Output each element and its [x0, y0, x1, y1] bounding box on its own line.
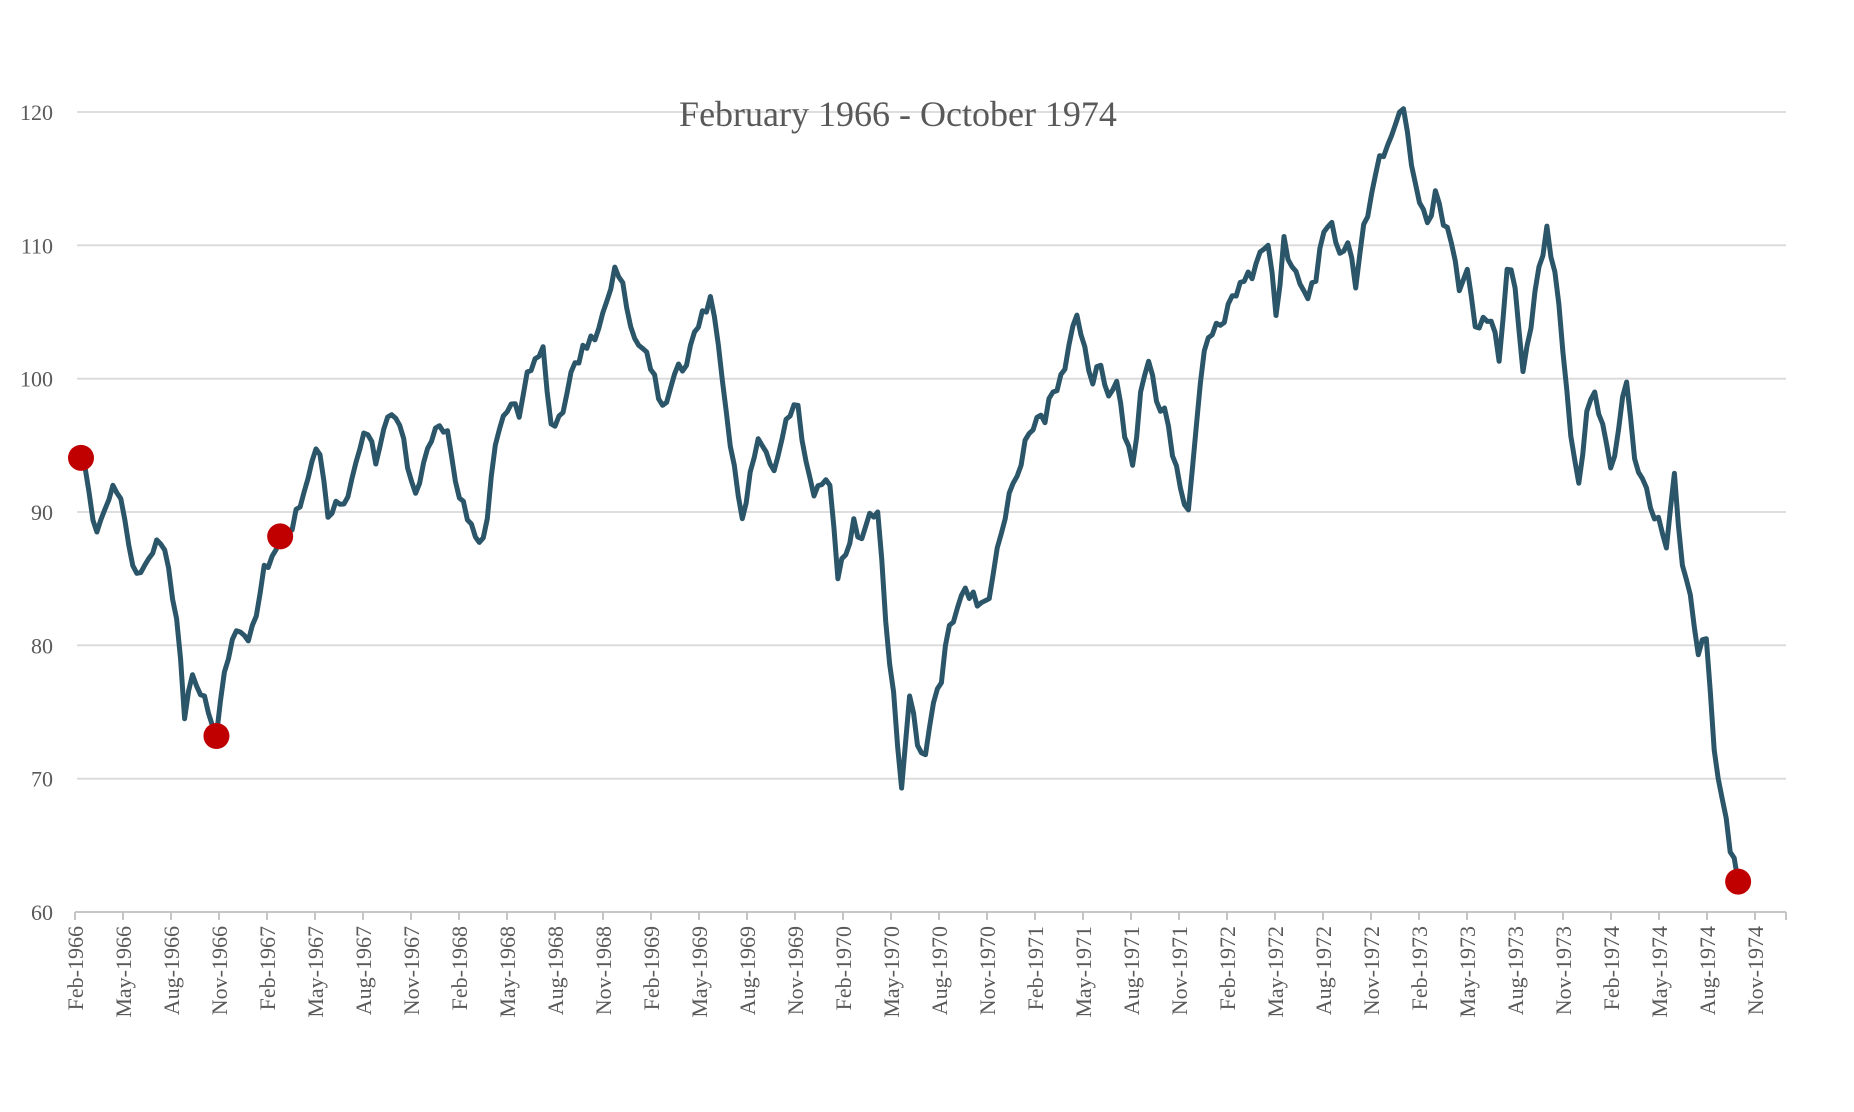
price-line: [78, 106, 1741, 885]
gridlines-group: [77, 111, 1786, 780]
y-tick-label-60: 60: [31, 900, 53, 925]
x-tick-label-Aug-1970: Aug-1970: [927, 926, 952, 1015]
x-tick-label-Aug-1968: Aug-1968: [543, 926, 568, 1015]
x-tick-label-May-1970: May-1970: [879, 926, 904, 1018]
x-tick-label-Feb-1974: Feb-1974: [1599, 926, 1624, 1010]
x-tick-label-Aug-1971: Aug-1971: [1119, 926, 1144, 1015]
x-tick-label-Feb-1968: Feb-1968: [447, 926, 472, 1010]
x-axis-group: [74, 911, 1787, 920]
y-axis-labels-group: 60 70 80 90 100 110 120: [20, 100, 53, 925]
x-tick-label-Feb-1970: Feb-1970: [831, 926, 856, 1010]
x-tick-label-Feb-1967: Feb-1967: [255, 926, 280, 1010]
marker-dot-3: [1725, 868, 1752, 895]
y-tick-label-80: 80: [31, 633, 53, 658]
x-tick-label-May-1967: May-1967: [303, 926, 328, 1018]
x-tick-label-Nov-1967: Nov-1967: [399, 926, 424, 1015]
x-tick-label-Feb-1969: Feb-1969: [639, 926, 664, 1010]
x-tick-label-Nov-1972: Nov-1972: [1359, 926, 1384, 1015]
x-tick-label-Aug-1969: Aug-1969: [735, 926, 760, 1015]
marker-dot-1: [203, 723, 230, 749]
x-tick-label-Nov-1974: Nov-1974: [1743, 926, 1768, 1015]
y-tick-label-110: 110: [21, 233, 53, 258]
markers-group: [68, 444, 1752, 895]
series-group: [78, 106, 1741, 885]
x-tick-label-Nov-1971: Nov-1971: [1167, 926, 1192, 1015]
x-tick-label-Nov-1968: Nov-1968: [591, 926, 616, 1015]
x-tick-label-Nov-1966: Nov-1966: [207, 926, 232, 1015]
x-tick-label-May-1973: May-1973: [1455, 926, 1480, 1018]
x-tick-label-Aug-1967: Aug-1967: [351, 926, 376, 1015]
marker-dot-2: [267, 523, 294, 550]
x-tick-label-Aug-1972: Aug-1972: [1311, 926, 1336, 1015]
x-tick-label-Nov-1969: Nov-1969: [783, 926, 808, 1015]
y-tick-label-70: 70: [31, 767, 53, 792]
x-tick-label-Aug-1973: Aug-1973: [1503, 926, 1528, 1015]
x-tick-label-May-1971: May-1971: [1071, 926, 1096, 1018]
x-tick-label-Nov-1973: Nov-1973: [1551, 926, 1576, 1015]
chart-title: February 1966 - October 1974: [679, 94, 1117, 134]
x-tick-label-May-1972: May-1972: [1263, 926, 1288, 1018]
x-axis-labels-group: Feb-1966 May-1966 Aug-1966 Nov-1966 Feb-1967…: [63, 926, 1768, 1018]
x-tick-label-May-1966: May-1966: [111, 926, 136, 1018]
marker-dot-0: [68, 444, 94, 471]
x-tick-label-Feb-1971: Feb-1971: [1023, 926, 1048, 1010]
x-tick-label-Aug-1974: Aug-1974: [1695, 926, 1720, 1015]
x-tick-label-Feb-1966: Feb-1966: [63, 926, 88, 1010]
x-tick-label-May-1974: May-1974: [1647, 926, 1672, 1018]
x-tick-label-May-1968: May-1968: [495, 926, 520, 1018]
x-tick-label-Feb-1972: Feb-1972: [1215, 926, 1240, 1010]
x-tick-label-Aug-1966: Aug-1966: [159, 926, 184, 1015]
x-tick-label-Nov-1970: Nov-1970: [975, 926, 1000, 1015]
y-tick-label-120: 120: [20, 100, 53, 125]
x-tick-label-Feb-1973: Feb-1973: [1407, 926, 1432, 1010]
y-tick-label-100: 100: [20, 367, 53, 392]
y-tick-label-90: 90: [31, 500, 53, 525]
x-tick-label-May-1969: May-1969: [687, 926, 712, 1018]
